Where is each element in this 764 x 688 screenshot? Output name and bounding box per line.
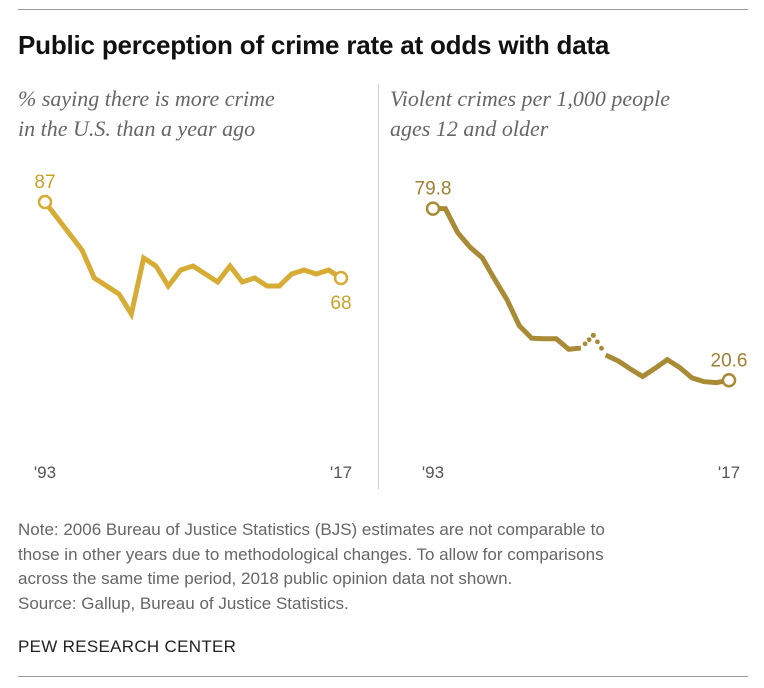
right-x-tick-label-0: '93 [422, 463, 444, 482]
left-x-tick-label-0: '93 [34, 463, 56, 482]
panel-divider [378, 84, 379, 489]
right-series-line-segment-0 [433, 206, 582, 352]
chart-note: Note: 2006 Bureau of Justice Statistics … [18, 518, 748, 616]
brand-label: PEW RESEARCH CENTER [18, 637, 237, 656]
left-start-marker [37, 194, 53, 210]
right-x-tick-label-1: '17 [718, 463, 740, 482]
left-x-tick-label-1: '17 [330, 463, 352, 482]
note-line-3: across the same time period, 2018 public… [18, 569, 513, 588]
chart-title: Public perception of crime rate at odds … [18, 30, 610, 60]
top-rule [18, 9, 748, 10]
right-gap-dot-1-0 [595, 339, 600, 345]
left-series-line-segment-0 [43, 200, 343, 321]
bottom-rule [18, 676, 748, 677]
left-subtitle-line-1: % saying there is more crime [18, 86, 275, 111]
right-isolated-point [590, 332, 596, 338]
source-line: Source: Gallup, Bureau of Justice Statis… [18, 593, 349, 613]
left-data-label-1: 68 [330, 293, 351, 314]
note-line-2: those in other years due to methodologic… [18, 544, 604, 564]
right-subtitle-line-1: Violent crimes per 1,000 people [390, 86, 671, 111]
right-subtitle-line-2: ages 12 and older [390, 116, 549, 141]
right-start-marker [425, 201, 441, 216]
right-gap-dot-1-1 [599, 345, 604, 351]
right-data-label-1: 20.6 [711, 350, 748, 371]
right-gap-dot-0-1 [586, 337, 592, 343]
right-gap-dot-0-0 [582, 341, 588, 347]
right-chart-subtitle: Violent crimes per 1,000 people ages 12 … [390, 84, 750, 144]
right-end-marker [721, 373, 737, 388]
left-data-label-0: 87 [34, 172, 55, 193]
left-chart-subtitle: % saying there is more crime in the U.S.… [18, 84, 358, 144]
right-series-line-segment-2 [604, 352, 730, 386]
right-data-label-0: 79.8 [415, 179, 452, 200]
left-end-marker [333, 270, 349, 286]
note-line-1: Note: 2006 Bureau of Justice Statistics … [18, 520, 605, 539]
left-subtitle-line-2: in the U.S. than a year ago [18, 116, 256, 141]
